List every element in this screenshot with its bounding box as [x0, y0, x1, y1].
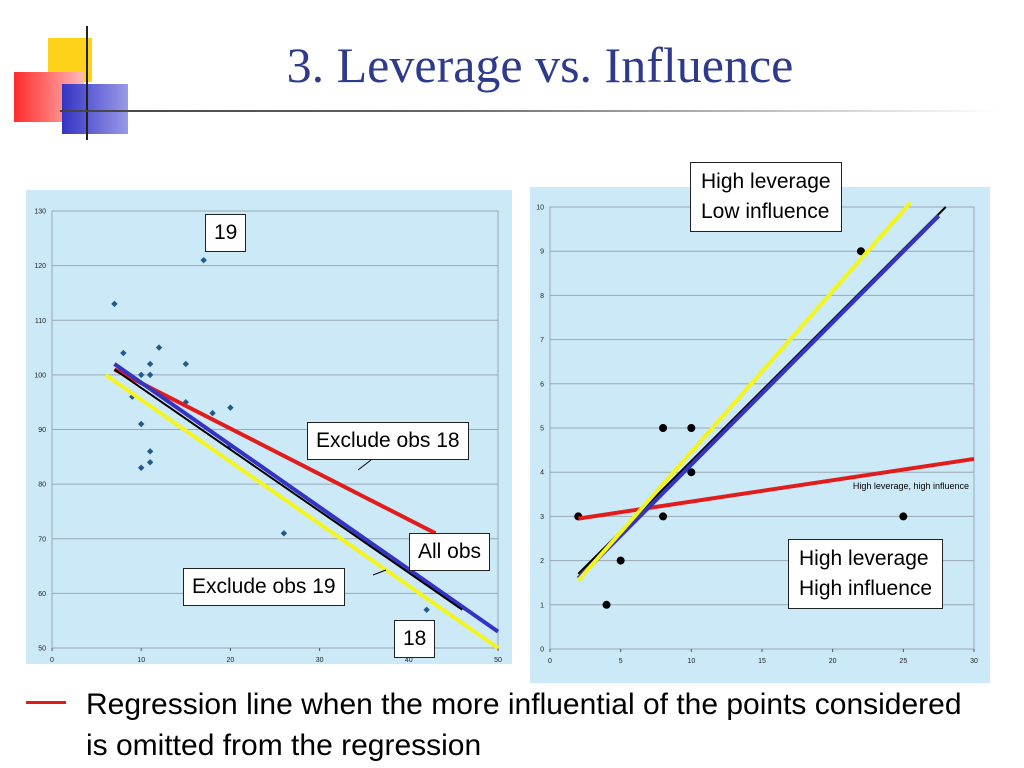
data-point	[280, 530, 288, 537]
annotation-small-high-leverage-high-influence: High leverage, high influence	[853, 481, 969, 491]
data-point	[182, 360, 189, 368]
x-tick-label: 10	[687, 658, 695, 665]
arrow-exclude-18	[357, 459, 372, 471]
annotation-exclude-obs-18: Exclude obs 18	[307, 422, 469, 460]
data-point	[209, 409, 216, 417]
annotation-obs-18: 18	[394, 620, 436, 658]
arrow-exclude-19	[372, 569, 387, 576]
y-tick-label: 2	[540, 558, 544, 565]
y-tick-label: 130	[34, 209, 46, 216]
data-point	[129, 393, 136, 400]
x-tick-label: 25	[899, 658, 907, 665]
hl-hi-line2: High influence	[799, 577, 933, 600]
legend-text: Regression line when the more influentia…	[86, 688, 962, 762]
y-tick-label: 70	[38, 536, 46, 543]
data-point	[146, 459, 154, 466]
hl-li-line2: Low influence	[701, 200, 830, 223]
data-point	[200, 256, 207, 264]
x-tick-label: 0	[548, 658, 552, 665]
annotation-high-leverage-low-influence: High leverage Low influence	[690, 162, 842, 232]
data-point	[659, 424, 668, 432]
data-point	[120, 349, 127, 357]
data-point	[146, 448, 154, 455]
y-tick-label: 80	[38, 482, 46, 489]
x-tick-label: 40	[405, 657, 413, 664]
data-point	[659, 512, 668, 521]
x-tick-label: 50	[494, 657, 502, 664]
y-tick-label: 110	[35, 318, 46, 325]
y-tick-label: 7	[540, 337, 544, 344]
y-tick-label: 5	[540, 426, 544, 433]
data-point	[138, 464, 145, 471]
regression-line-blue	[576, 214, 941, 580]
data-point	[111, 300, 118, 308]
y-tick-label: 0	[540, 647, 544, 654]
y-tick-label: 9	[540, 249, 544, 256]
regression-line-blue	[113, 362, 500, 634]
x-tick-label: 30	[970, 658, 978, 665]
x-tick-label: 30	[316, 657, 324, 664]
data-point	[146, 360, 154, 368]
x-tick-label: 15	[758, 658, 766, 665]
data-point	[899, 512, 908, 521]
y-tick-label: 3	[540, 514, 544, 521]
data-point	[146, 371, 154, 379]
x-tick-label: 5	[619, 658, 623, 665]
y-tick-label: 50	[38, 646, 46, 653]
x-tick-label: 20	[829, 658, 837, 665]
annotation-obs-19: 19	[205, 214, 247, 252]
data-point	[602, 600, 611, 609]
y-tick-label: 4	[540, 470, 544, 477]
y-tick-label: 60	[38, 591, 46, 598]
y-tick-label: 6	[540, 381, 544, 388]
page-title: 3. Leverage vs. Influence	[286, 37, 794, 93]
y-tick-label: 8	[540, 293, 544, 300]
y-tick-label: 10	[536, 205, 544, 212]
regression-line-yellow	[576, 201, 912, 582]
data-point	[138, 371, 145, 379]
y-tick-label: 100	[34, 372, 46, 379]
data-point	[423, 606, 430, 613]
data-point	[227, 404, 234, 411]
x-tick-label: 0	[50, 657, 54, 664]
x-tick-label: 10	[137, 657, 145, 664]
annotation-all-obs: All obs	[409, 533, 491, 571]
data-point	[687, 468, 696, 477]
annotation-high-leverage-high-influence: High leverage High influence	[788, 539, 944, 609]
logo-vertical-line	[86, 26, 88, 140]
data-point	[155, 344, 163, 351]
data-point	[856, 247, 865, 256]
legend-red-line-icon	[26, 701, 66, 704]
y-tick-label: 90	[38, 427, 46, 434]
regression-line-black	[113, 368, 463, 611]
regression-line-red	[113, 367, 437, 536]
annotation-exclude-obs-19: Exclude obs 19	[183, 568, 345, 606]
logo-blue-square	[62, 84, 128, 134]
y-tick-label: 120	[34, 263, 46, 270]
x-tick-label: 20	[227, 657, 235, 664]
hl-li-line1: High leverage	[701, 170, 831, 193]
title-divider	[60, 110, 1000, 112]
data-point	[616, 556, 625, 565]
regression-line-yellow	[104, 373, 500, 650]
data-point	[687, 424, 696, 432]
y-tick-label: 1	[540, 602, 544, 609]
data-point	[138, 420, 145, 428]
hl-hi-line1: High leverage	[799, 547, 929, 570]
